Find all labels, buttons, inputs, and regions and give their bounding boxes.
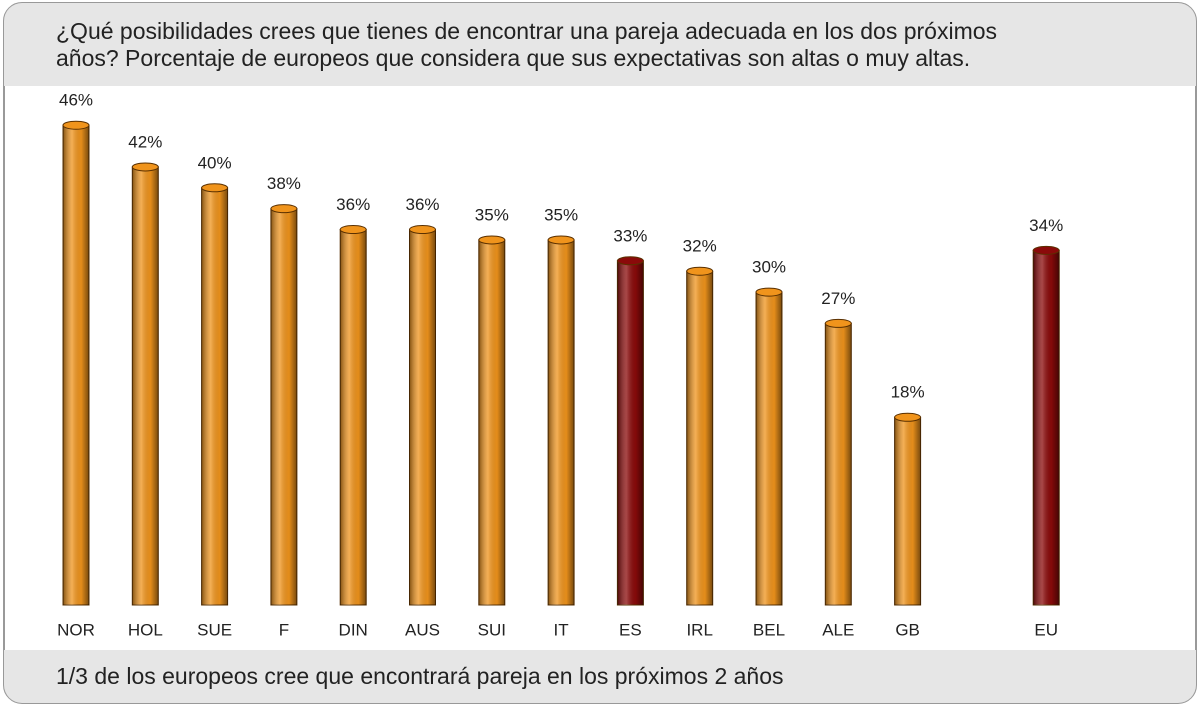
header-band [4, 3, 1196, 86]
value-label: 33% [613, 226, 647, 245]
footer-band [4, 650, 1196, 703]
x-tick-label: SUI [478, 620, 506, 639]
bar-shade [340, 229, 367, 605]
bar-cap [478, 235, 506, 245]
value-label: 32% [683, 237, 717, 256]
bar-shade [1033, 250, 1060, 605]
bar-cap [755, 287, 783, 297]
bar-shade [270, 208, 297, 605]
x-tick-label: NOR [57, 620, 95, 639]
bar-cap [201, 183, 229, 193]
value-label: 30% [752, 258, 786, 277]
bar-shade [894, 417, 921, 605]
x-tick-label: BEL [753, 620, 785, 639]
value-label: 27% [821, 289, 855, 308]
bar-shade [756, 292, 782, 605]
chart-title: años? Porcentaje de europeos que conside… [56, 45, 970, 71]
bar-shade [825, 323, 852, 605]
value-label: 34% [1029, 216, 1063, 235]
frame [3, 2, 1197, 704]
x-tick-label: ALE [822, 620, 854, 639]
footnote: 1/3 de los europeos cree que encontrará … [56, 663, 784, 689]
value-label: 35% [475, 205, 509, 224]
value-label: 36% [336, 195, 370, 214]
bar-cap [1032, 245, 1060, 255]
value-label: 35% [544, 205, 578, 224]
bar-shade [686, 271, 713, 605]
value-label: 38% [267, 174, 301, 193]
bar-cap [547, 235, 575, 245]
bar-cap [894, 412, 922, 422]
bar-cap [131, 162, 159, 172]
x-tick-label: ES [619, 620, 642, 639]
bar-shade [617, 260, 644, 605]
x-tick-label: IT [554, 620, 569, 639]
chart-title: ¿Qué posibilidades crees que tienes de e… [56, 18, 997, 44]
bar-cap [339, 225, 367, 235]
value-label: 18% [891, 383, 925, 402]
bar-shade [409, 229, 436, 605]
bar-cap [616, 256, 644, 266]
value-label: 42% [128, 132, 162, 151]
bar-shade [63, 125, 89, 605]
bar-cap [270, 204, 298, 214]
x-tick-label: SUE [197, 620, 232, 639]
bar-cap [686, 266, 714, 276]
bar-shade [478, 239, 505, 605]
value-label: 40% [198, 153, 232, 172]
x-tick-label: F [279, 620, 289, 639]
bar-shade [201, 187, 228, 606]
x-tick-label: DIN [339, 620, 368, 639]
value-label: 46% [59, 91, 93, 110]
x-tick-label: AUS [405, 620, 440, 639]
bar-shade [132, 166, 159, 605]
bar-cap [824, 318, 852, 328]
x-tick-label: EU [1034, 620, 1058, 639]
bar-cap [409, 225, 436, 235]
x-tick-label: IRL [686, 620, 712, 639]
x-tick-label: HOL [128, 620, 163, 639]
bar-cap [62, 120, 90, 130]
value-label: 36% [405, 195, 439, 214]
bar-shade [548, 239, 575, 605]
x-tick-label: GB [895, 620, 920, 639]
